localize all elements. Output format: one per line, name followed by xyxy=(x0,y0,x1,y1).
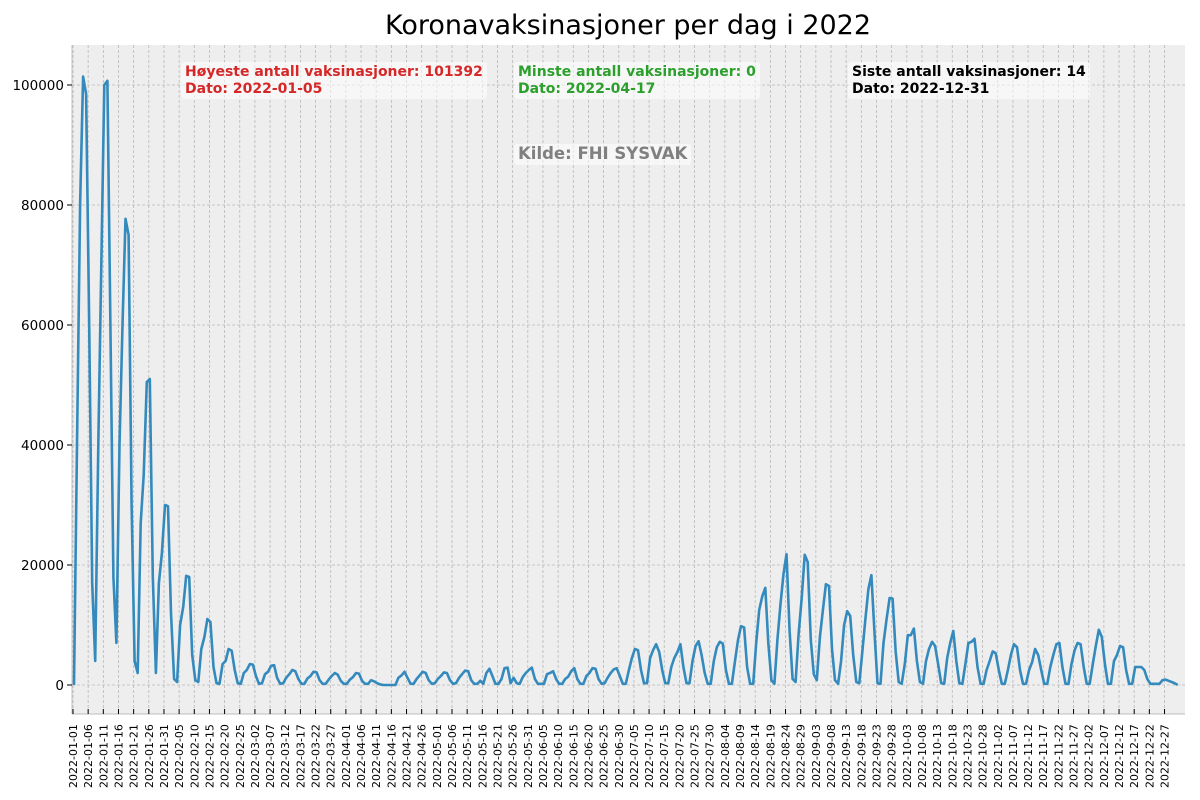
x-tick-label: 2022-12-07 xyxy=(1098,724,1111,788)
x-tick-label: 2022-07-20 xyxy=(673,724,686,788)
min-annotation-value: Minste antall vaksinasjoner: 0 xyxy=(518,64,756,80)
x-tick-label: 2022-01-16 xyxy=(112,724,125,788)
x-tick-label: 2022-05-06 xyxy=(446,724,459,788)
x-tick-label: 2022-08-09 xyxy=(734,724,747,788)
x-axis-ticks: 2022-01-01 2022-01-06 2022-01-11 2022-01-16… xyxy=(67,709,1172,788)
x-tick-label: 2022-04-11 xyxy=(370,724,383,788)
x-tick-label: 2022-05-26 xyxy=(507,724,520,788)
x-tick-label: 2022-06-10 xyxy=(552,724,565,788)
x-tick-label: 2022-07-15 xyxy=(658,724,671,788)
x-tick-label: 2022-10-13 xyxy=(931,724,944,788)
x-tick-label: 2022-06-20 xyxy=(582,724,595,788)
min-annotation-date: Dato: 2022-04-17 xyxy=(518,80,656,97)
source-annotation: Kilde: FHI SYSVAK xyxy=(514,144,692,165)
x-tick-label: 2022-03-27 xyxy=(325,724,338,788)
x-tick-label: 2022-11-02 xyxy=(992,724,1005,788)
x-tick-label: 2022-05-31 xyxy=(522,724,535,788)
x-tick-label: 2022-08-29 xyxy=(795,724,808,788)
x-tick-label: 2022-04-26 xyxy=(416,724,429,788)
x-tick-label: 2022-08-19 xyxy=(764,724,777,788)
y-tick-label: 60000 xyxy=(21,318,64,334)
x-tick-label: 2022-01-26 xyxy=(143,724,156,788)
y-tick-label: 80000 xyxy=(21,198,64,214)
vaccinations-line xyxy=(72,75,1179,687)
x-tick-label: 2022-09-03 xyxy=(810,724,823,788)
x-tick-label: 2022-01-11 xyxy=(97,724,110,788)
x-tick-label: 2022-01-21 xyxy=(128,724,141,788)
last-annotation-date: Dato: 2022-12-31 xyxy=(852,80,990,97)
x-tick-label: 2022-07-30 xyxy=(704,724,717,788)
x-tick-label: 2022-08-24 xyxy=(780,724,793,788)
x-tick-label: 2022-10-28 xyxy=(977,724,990,788)
x-tick-label: 2022-01-31 xyxy=(158,724,171,788)
x-tick-label: 2022-12-27 xyxy=(1159,724,1172,788)
x-tick-label: 2022-07-05 xyxy=(628,724,641,788)
x-tick-label: 2022-10-23 xyxy=(961,724,974,788)
x-tick-label: 2022-09-28 xyxy=(886,724,899,788)
x-tick-label: 2022-06-25 xyxy=(598,724,611,788)
x-tick-label: 2022-06-15 xyxy=(567,724,580,788)
x-tick-label: 2022-03-22 xyxy=(310,724,323,788)
x-tick-label: 2022-09-18 xyxy=(855,724,868,788)
x-tick-label: 2022-12-17 xyxy=(1128,724,1141,788)
x-tick-label: 2022-09-08 xyxy=(825,724,838,788)
max-annotation-value: Høyeste antall vaksinasjoner: 101392 xyxy=(185,64,483,80)
x-tick-label: 2022-03-07 xyxy=(264,724,277,788)
x-tick-label: 2022-04-01 xyxy=(340,724,353,788)
x-tick-label: 2022-01-01 xyxy=(67,724,80,788)
x-tick-label: 2022-12-22 xyxy=(1143,724,1156,788)
x-tick-label: 2022-02-05 xyxy=(173,724,186,788)
x-tick-label: 2022-11-27 xyxy=(1068,724,1081,788)
x-tick-label: 2022-03-17 xyxy=(294,724,307,788)
x-tick-label: 2022-11-17 xyxy=(1037,724,1050,788)
max-annotation: Høyeste antall vaksinasjoner: 101392 Dat… xyxy=(181,62,487,99)
x-tick-label: 2022-02-25 xyxy=(234,724,247,788)
x-tick-label: 2022-01-06 xyxy=(82,724,95,788)
x-tick-label: 2022-04-21 xyxy=(401,724,414,788)
x-tick-label: 2022-07-10 xyxy=(643,724,656,788)
x-tick-label: 2022-11-12 xyxy=(1022,724,1035,788)
y-axis-ticks: 0 20000 40000 60000 80000 100000 xyxy=(12,78,72,694)
x-tick-label: 2022-09-13 xyxy=(840,724,853,788)
y-tick-label: 0 xyxy=(55,678,64,694)
chart-title: Koronavaksinasjoner per dag i 2022 xyxy=(384,10,872,41)
x-tick-label: 2022-11-07 xyxy=(1007,724,1020,788)
x-tick-label: 2022-05-21 xyxy=(491,724,504,788)
x-tick-label: 2022-06-05 xyxy=(537,724,550,788)
x-tick-label: 2022-03-02 xyxy=(249,724,262,788)
x-tick-label: 2022-09-23 xyxy=(870,724,883,788)
last-annotation: Siste antall vaksinasjoner: 14 Dato: 202… xyxy=(848,62,1090,99)
x-tick-label: 2022-04-06 xyxy=(355,724,368,788)
x-tick-label: 2022-12-12 xyxy=(1113,724,1126,788)
x-tick-label: 2022-10-08 xyxy=(916,724,929,788)
min-annotation: Minste antall vaksinasjoner: 0 Dato: 202… xyxy=(514,62,760,99)
x-tick-label: 2022-05-16 xyxy=(476,724,489,788)
x-tick-label: 2022-04-16 xyxy=(385,724,398,788)
x-tick-label: 2022-08-14 xyxy=(749,724,762,788)
x-tick-label: 2022-10-18 xyxy=(946,724,959,788)
x-tick-label: 2022-11-22 xyxy=(1052,724,1065,788)
x-tick-label: 2022-03-12 xyxy=(279,724,292,788)
x-tick-label: 2022-08-04 xyxy=(719,724,732,788)
last-annotation-value: Siste antall vaksinasjoner: 14 xyxy=(852,64,1086,80)
x-tick-label: 2022-02-20 xyxy=(219,724,232,788)
x-tick-label: 2022-07-25 xyxy=(689,724,702,788)
y-tick-label: 40000 xyxy=(21,438,64,454)
x-tick-label: 2022-02-15 xyxy=(203,724,216,788)
x-tick-label: 2022-05-01 xyxy=(431,724,444,788)
x-tick-label: 2022-10-03 xyxy=(901,724,914,788)
y-tick-label: 20000 xyxy=(21,558,64,574)
x-tick-label: 2022-06-30 xyxy=(613,724,626,788)
y-tick-label: 100000 xyxy=(12,78,64,94)
x-tick-label: 2022-12-02 xyxy=(1083,724,1096,788)
max-annotation-date: Dato: 2022-01-05 xyxy=(185,80,323,97)
x-tick-label: 2022-05-11 xyxy=(461,724,474,788)
x-tick-label: 2022-02-10 xyxy=(188,724,201,788)
